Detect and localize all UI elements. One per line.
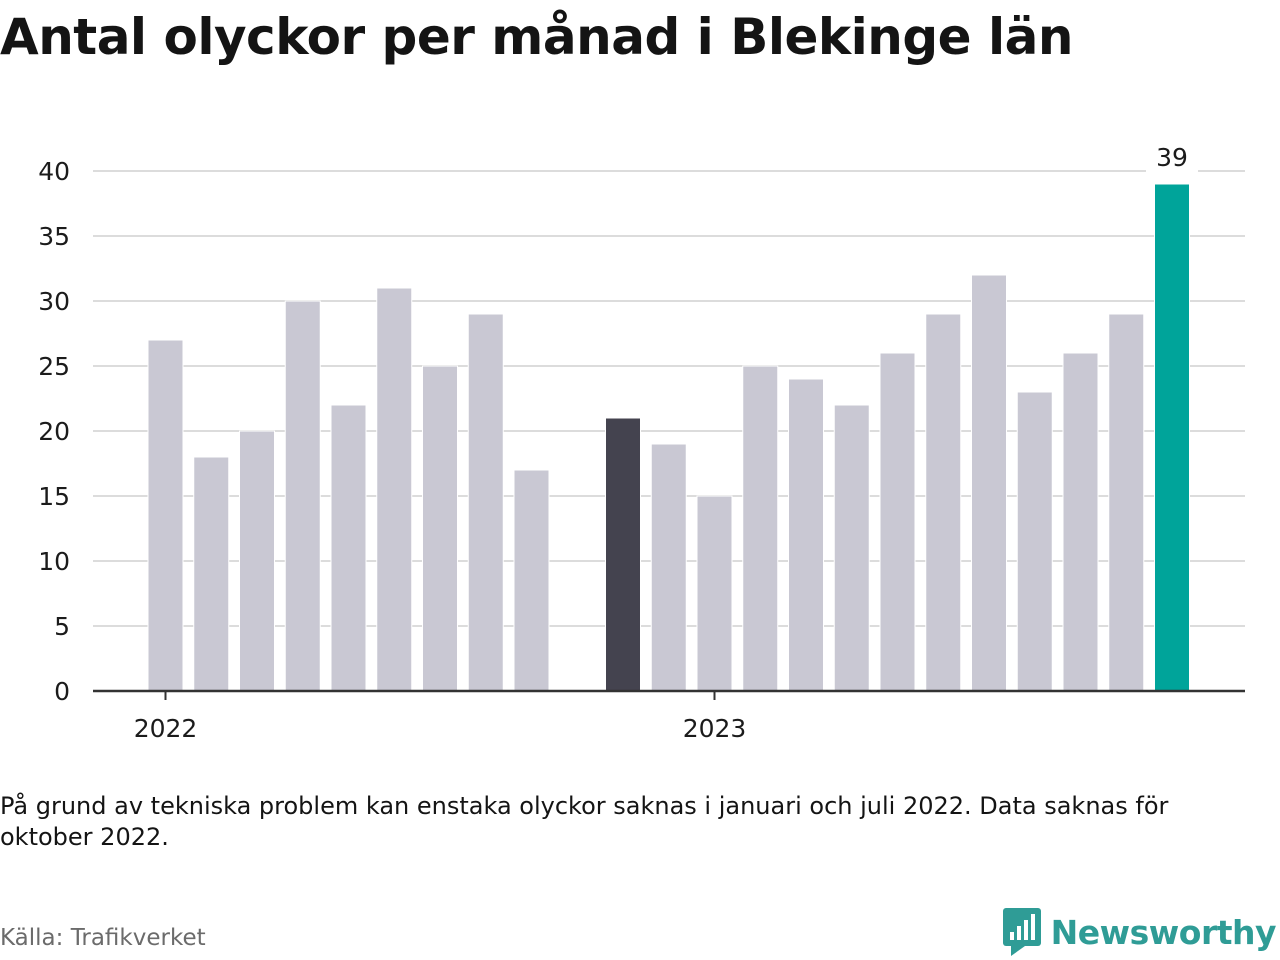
newsworthy-logo-icon: [1002, 908, 1041, 956]
bar: [605, 417, 641, 692]
bar: [1016, 391, 1053, 692]
bar: [833, 404, 870, 692]
bar-chart: 0 5 10 15 20 25 30 35 40 2022 2023 39: [38, 141, 1245, 743]
y-tick-label: 25: [38, 352, 70, 381]
bar: [239, 430, 275, 692]
chart-note: På grund av tekniska problem kan enstaka…: [0, 792, 1169, 851]
brand-name: Newsworthy: [1050, 912, 1277, 952]
bar: [788, 378, 824, 692]
bar: [742, 365, 779, 692]
bar: [971, 274, 1007, 692]
bar: [330, 404, 367, 692]
y-tick-label: 35: [38, 222, 70, 251]
bar: [147, 339, 184, 692]
bar: [513, 469, 550, 692]
bar: [193, 456, 230, 692]
bar: [376, 287, 413, 692]
bar: [879, 352, 916, 692]
bar: [422, 365, 458, 692]
data-label: 39: [1156, 143, 1188, 172]
x-tick-label: 2023: [683, 714, 747, 743]
bar: [650, 443, 687, 692]
y-tick-label: 40: [38, 157, 70, 186]
bar: [925, 313, 962, 692]
data-label-background: [1146, 141, 1198, 173]
y-tick-label: 15: [38, 482, 70, 511]
y-tick-label: 30: [38, 287, 70, 316]
bar: [1154, 183, 1190, 692]
bar: [1062, 352, 1099, 692]
bar: [284, 300, 321, 692]
source-text: Källa: Trafikverket: [0, 925, 206, 951]
chart-title: Antal olyckor per månad i Blekinge län: [0, 8, 1073, 66]
y-tick-label: 20: [38, 417, 70, 446]
y-tick-label: 5: [54, 612, 70, 641]
bar: [696, 495, 733, 692]
newsworthy-brand[interactable]: Newsworthy: [1002, 908, 1277, 956]
bar: [1108, 313, 1145, 692]
y-tick-label: 10: [38, 547, 70, 576]
x-tick-label: 2022: [134, 714, 198, 743]
y-tick-label: 0: [54, 677, 70, 706]
bar: [467, 313, 504, 692]
